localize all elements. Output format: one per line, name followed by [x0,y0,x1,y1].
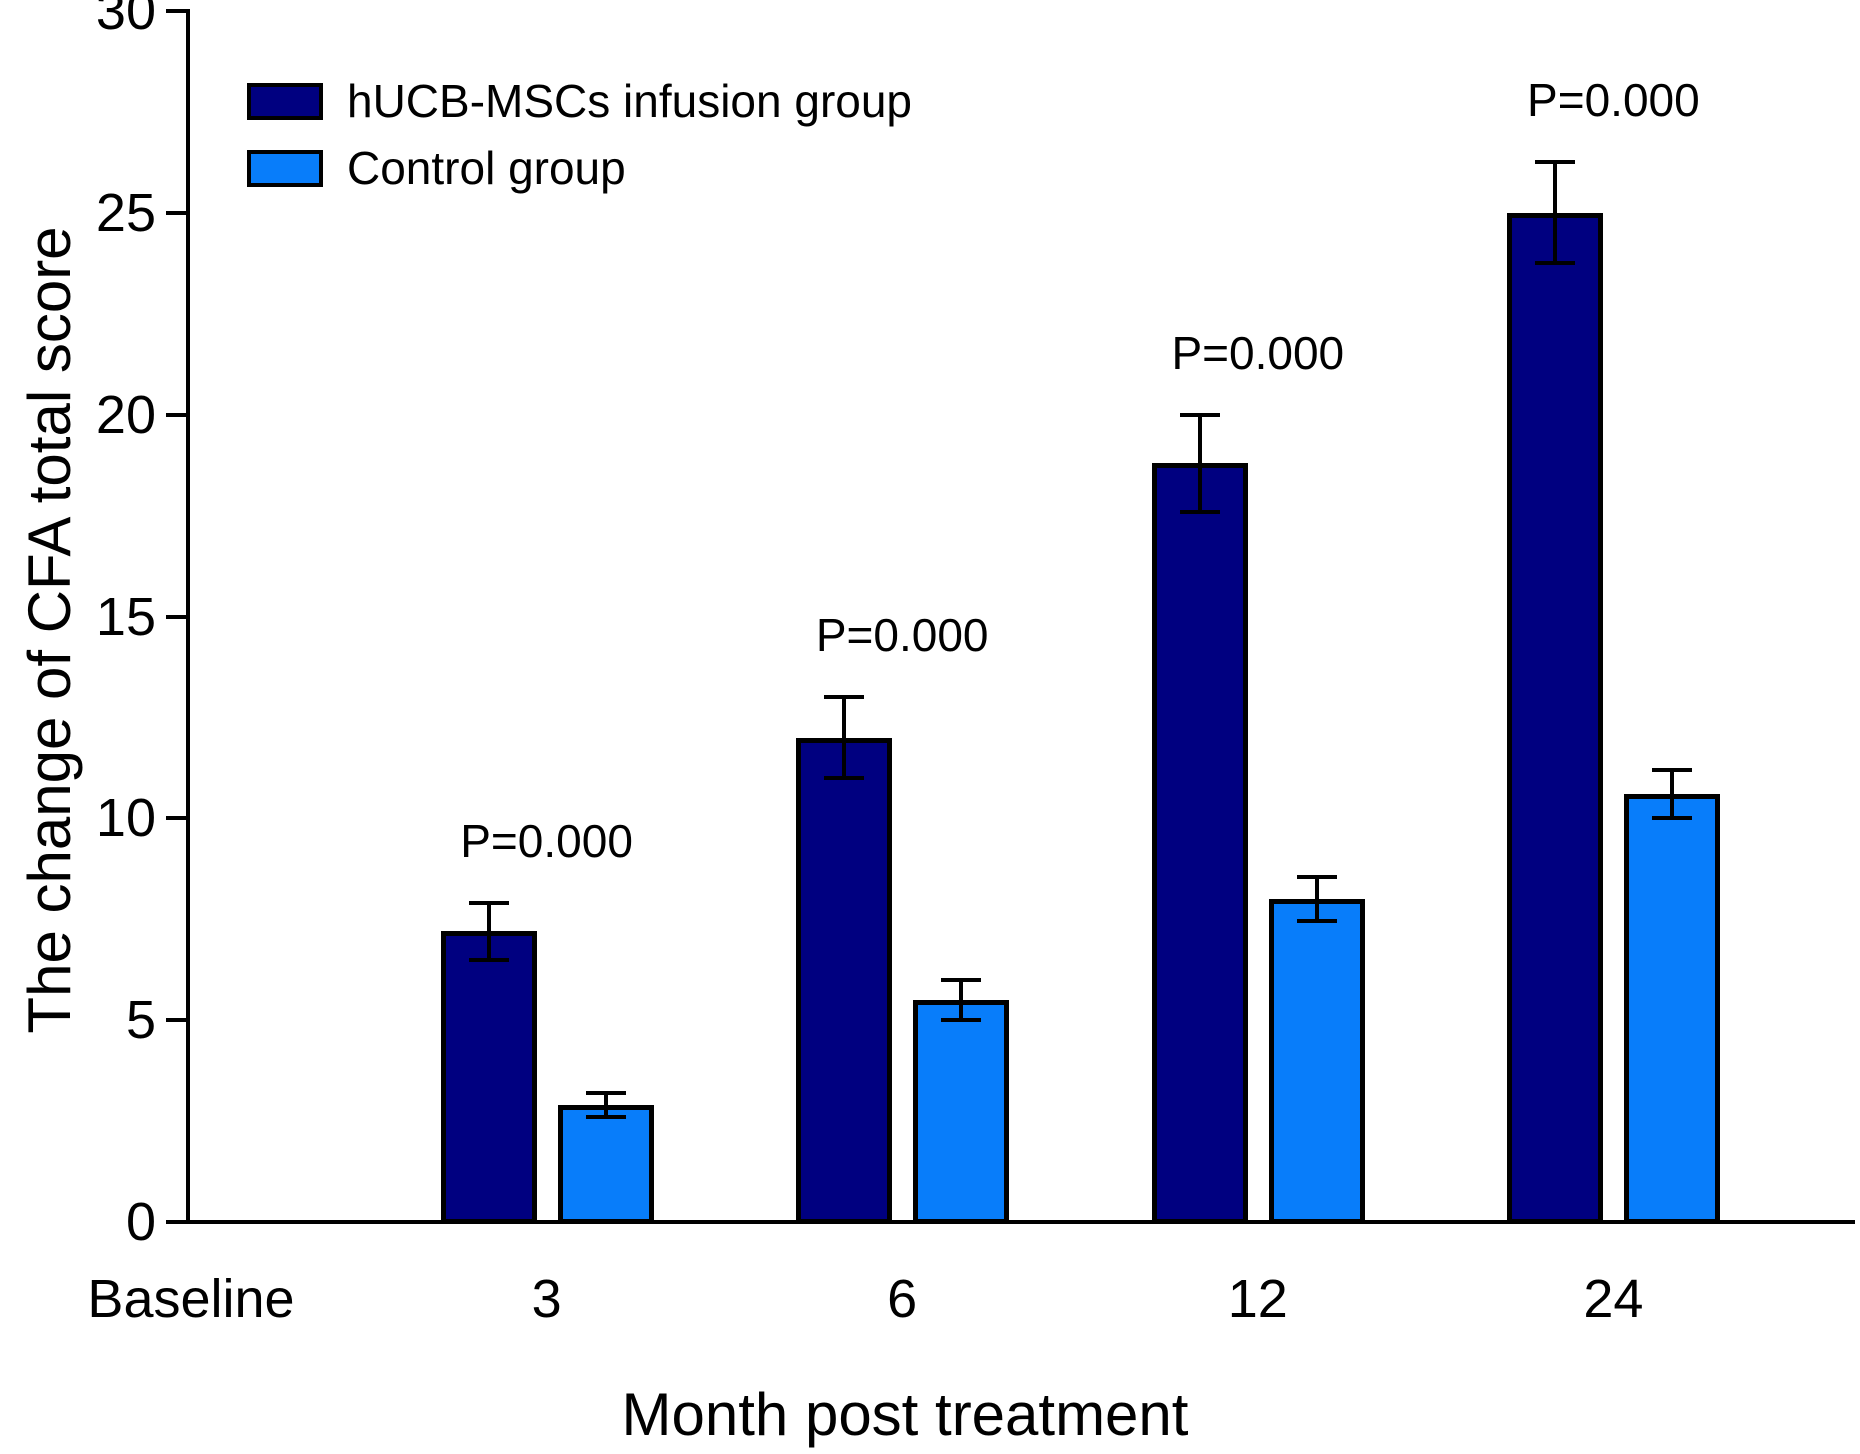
y-axis-tick [166,210,186,215]
error-bar-stem [842,697,847,778]
error-bar-cap-top [941,977,982,982]
x-tick-label: 3 [531,1269,562,1329]
legend-entry: Control group [247,145,912,191]
y-tick-label: 20 [95,384,156,445]
error-bar-cap-bottom [1652,816,1693,821]
y-axis-tick [166,9,186,13]
bar-infusion-group [796,737,893,1224]
x-tick-label: 6 [887,1269,918,1329]
error-bar-cap-top [1296,874,1337,879]
y-axis-tick [166,1018,186,1023]
bar-infusion-group [1507,212,1604,1224]
bar-infusion-group [440,931,537,1224]
bar-control-group [557,1104,654,1224]
error-bar-stem [1670,769,1675,819]
legend-label-infusion-group: hUCB-MSCs infusion group [347,75,913,127]
x-tick-label: 24 [1583,1269,1644,1329]
error-bar-cap-bottom [1535,261,1576,266]
error-bar-cap-bottom [468,957,509,962]
y-axis-tick [166,1220,186,1224]
y-tick-label: 15 [95,586,156,647]
legend-swatch-control-group [247,149,323,187]
error-bar-cap-top [1652,767,1693,772]
bar-infusion-group [1151,463,1248,1224]
p-value-label: P=0.000 [1171,326,1345,379]
bar-control-group [1268,899,1365,1224]
error-bar-stem [603,1092,608,1118]
y-tick-label: 30 [95,0,156,41]
y-axis-tick [166,614,186,619]
error-bar-stem [1197,414,1202,512]
error-bar-stem [1314,876,1319,922]
error-bar-cap-top [1535,160,1576,165]
x-tick-label: 12 [1227,1269,1288,1329]
error-bar-cap-top [468,901,509,906]
bar-control-group [913,999,1010,1224]
error-bar-cap-top [1179,412,1220,417]
y-tick-label: 10 [95,788,156,849]
legend-label-control-group: Control group [347,142,626,194]
error-bar-cap-bottom [585,1115,626,1120]
error-bar-stem [1553,162,1558,264]
y-axis-line [186,9,190,1224]
y-tick-label: 25 [95,182,156,243]
x-axis-line [186,1220,1855,1224]
y-tick-label: 5 [125,990,156,1051]
p-value-label: P=0.000 [815,609,989,662]
legend-entry: hUCB-MSCs infusion group [247,78,912,124]
error-bar-stem [486,903,491,960]
legend: hUCB-MSCs infusion group Control group [247,78,912,191]
error-bar-cap-bottom [1296,919,1337,924]
error-bar-cap-bottom [1179,509,1220,514]
error-bar-cap-bottom [824,775,865,780]
y-axis-tick [166,816,186,821]
bar-control-group [1624,794,1721,1224]
p-value-label: P=0.000 [460,815,633,868]
error-bar-cap-top [824,695,865,700]
y-axis-tick [166,412,186,417]
error-bar-stem [959,979,964,1021]
x-axis-title: Month post treatment [621,1381,1189,1448]
y-tick-label: 0 [125,1192,156,1252]
x-tick-label: Baseline [87,1269,295,1329]
p-value-label: P=0.000 [1527,74,1700,127]
legend-swatch-infusion-group [247,82,323,120]
error-bar-cap-bottom [941,1018,982,1023]
error-bar-cap-top [585,1090,626,1095]
